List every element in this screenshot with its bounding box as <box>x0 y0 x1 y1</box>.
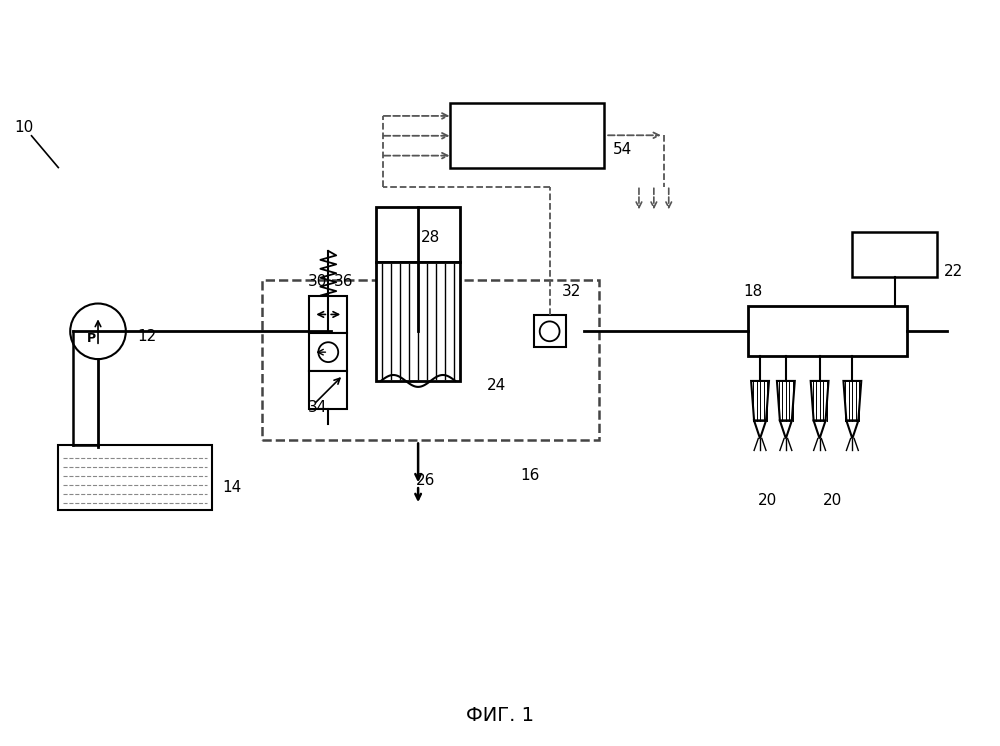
Text: 12: 12 <box>138 329 157 344</box>
Bar <box>309 295 347 333</box>
Text: 28: 28 <box>421 230 440 245</box>
Bar <box>534 316 566 347</box>
Text: 30: 30 <box>307 275 327 289</box>
Text: 22: 22 <box>944 264 963 279</box>
Text: 24: 24 <box>487 378 506 393</box>
Text: 32: 32 <box>562 284 581 299</box>
Bar <box>376 262 460 381</box>
Bar <box>58 445 212 510</box>
Text: 20: 20 <box>823 492 842 507</box>
Bar <box>309 333 347 371</box>
Bar <box>262 280 599 440</box>
Bar <box>450 103 604 168</box>
Bar <box>748 307 907 356</box>
Text: 54: 54 <box>612 142 632 157</box>
Text: 26: 26 <box>416 473 435 488</box>
Text: 34: 34 <box>307 401 327 416</box>
Text: 36: 36 <box>334 275 354 289</box>
Bar <box>309 371 347 409</box>
Bar <box>852 232 937 277</box>
Text: 20: 20 <box>758 492 778 507</box>
Bar <box>376 207 460 262</box>
Text: P: P <box>87 332 96 345</box>
Text: 18: 18 <box>743 284 762 299</box>
Text: ФИГ. 1: ФИГ. 1 <box>466 706 534 725</box>
Text: 16: 16 <box>520 468 539 483</box>
Text: 10: 10 <box>14 120 33 135</box>
Text: 14: 14 <box>222 480 241 495</box>
